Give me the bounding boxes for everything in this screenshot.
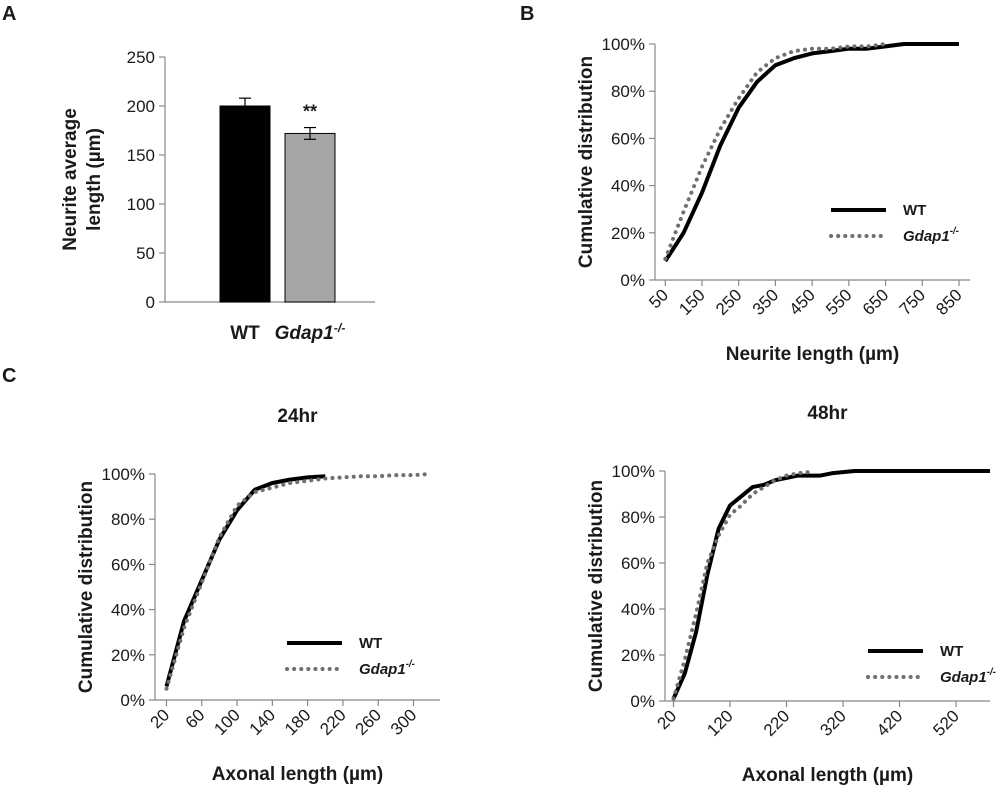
panel-b-y-tick-label: 60% bbox=[611, 129, 645, 148]
panel-c-24hr-x-axis-title: Axonal length (µm) bbox=[212, 764, 383, 785]
panel-a-bar-chart: 0 50 100 150 200 250 Neurite average length (µm… bbox=[60, 48, 375, 344]
panel-b-x-tick-label: 150 bbox=[675, 285, 708, 318]
panel-c-24hr-x-tick-label: 220 bbox=[316, 705, 349, 738]
panel-c-24hr-x-tick-label: 20 bbox=[146, 705, 173, 732]
panel-c-24hr-x-tick-label: 180 bbox=[281, 705, 314, 738]
panel-letter-c: C bbox=[2, 365, 16, 387]
bar-wt bbox=[219, 105, 271, 303]
category-label-wt: WT bbox=[230, 323, 260, 344]
panel-b-x-tick-label: 550 bbox=[822, 285, 855, 318]
panel-c-24hr-y-tick-label: 100% bbox=[102, 465, 145, 484]
panel-c-24hr-x-tick-label: 300 bbox=[387, 705, 420, 738]
panel-b-y-tick-label: 0% bbox=[620, 271, 645, 290]
panel-c-48hr-title: 48hr bbox=[807, 403, 848, 424]
panel-b-x-tick-label: 650 bbox=[859, 285, 892, 318]
category-label-gdap1: Gdap1-/- bbox=[275, 321, 346, 344]
panel-c-48hr-x-tick-label: 520 bbox=[929, 706, 962, 739]
panel-c-48hr-y-tick-label: 80% bbox=[621, 508, 655, 527]
panel-c-48hr-chart: 0% 20% 40% 60% 80% 100% 20 120 220 320 420 520 Axona… bbox=[586, 403, 996, 786]
panel-c-24hr-series-gdap1-line bbox=[164, 472, 434, 691]
panel-b-x-tick-label: 50 bbox=[645, 285, 672, 312]
panel-a-y-tick-label: 200 bbox=[127, 97, 155, 116]
panel-b-y-axis-title: Cumulative distribution bbox=[576, 56, 597, 268]
panel-c-24hr-x-tick-label: 100 bbox=[210, 705, 243, 738]
panel-b-cumulative-chart: 0% 20% 40% 60% 80% 100% 50 150 250 350 450 550 650 75… bbox=[576, 35, 970, 365]
panel-b-y-tick-label: 100% bbox=[602, 35, 645, 54]
panel-c-24hr-y-tick-label: 20% bbox=[111, 646, 145, 665]
panel-c-24hr-y-tick-label: 80% bbox=[111, 510, 145, 529]
panel-c-48hr-series-wt-line bbox=[671, 469, 990, 700]
panel-b-y-tick-label: 80% bbox=[611, 82, 645, 101]
panel-letter-b: B bbox=[520, 3, 534, 25]
panel-b-x-tick-label: 850 bbox=[932, 285, 965, 318]
panel-c-24hr-y-tick-label: 40% bbox=[111, 601, 145, 620]
panel-c-24hr-chart: 0% 20% 40% 60% 80% 100% 20 60 100 140 180 220 260 300… bbox=[76, 406, 440, 785]
panel-c-24hr-series-wt-line bbox=[164, 474, 326, 687]
panel-c-48hr-y-tick-label: 60% bbox=[621, 554, 655, 573]
panel-a-y-tick-label: 150 bbox=[127, 146, 155, 165]
panel-a-y-axis-title: Neurite average length (µm) bbox=[60, 108, 105, 251]
panel-c-24hr-x-tick-label: 60 bbox=[182, 705, 209, 732]
panel-b-x-axis-title: Neurite length (µm) bbox=[726, 344, 900, 365]
panel-a-y-tick-label: 100 bbox=[127, 195, 155, 214]
panel-b-y-tick-label: 20% bbox=[611, 224, 645, 243]
panel-c-48hr-y-tick-label: 100% bbox=[612, 462, 655, 481]
panel-c-48hr-series-gdap1-line bbox=[671, 470, 812, 701]
panel-b-series-wt-line bbox=[663, 42, 959, 263]
panel-c-24hr-legend-label-gdap1: Gdap1-/- bbox=[359, 659, 415, 678]
panel-b-x-tick-label: 250 bbox=[712, 285, 745, 318]
significance-annotation: ** bbox=[303, 102, 317, 122]
panel-c-48hr-x-tick-label: 120 bbox=[703, 706, 736, 739]
panel-c-24hr-title: 24hr bbox=[277, 406, 318, 427]
panel-a-y-tick-label: 50 bbox=[136, 244, 155, 263]
panel-c-48hr-y-tick-label: 0% bbox=[630, 692, 655, 711]
panel-c-48hr-x-tick-label: 420 bbox=[873, 706, 906, 739]
panel-c-48hr-legend-label-gdap1: Gdap1-/- bbox=[940, 667, 996, 686]
panel-c-48hr-x-tick-label: 20 bbox=[653, 706, 680, 733]
panel-letter-a: A bbox=[2, 3, 16, 25]
panel-c-24hr-x-tick-label: 140 bbox=[246, 705, 279, 738]
panel-c-48hr-y-tick-label: 40% bbox=[621, 600, 655, 619]
panel-c-48hr-x-tick-label: 220 bbox=[760, 706, 793, 739]
panel-c-48hr-y-tick-label: 20% bbox=[621, 646, 655, 665]
bar-gdap1 bbox=[284, 132, 336, 303]
panel-c-48hr-x-axis-title: Axonal length (µm) bbox=[742, 765, 913, 786]
panel-c-48hr-x-tick-label: 320 bbox=[816, 706, 849, 739]
panel-b-x-tick-label: 450 bbox=[785, 285, 818, 318]
panel-c-48hr-y-axis-title: Cumulative distribution bbox=[586, 480, 607, 692]
panel-b-legend-label-gdap1: Gdap1-/- bbox=[903, 226, 959, 245]
panel-b-x-tick-label: 350 bbox=[749, 285, 782, 318]
panel-c-24hr-y-axis-title: Cumulative distribution bbox=[76, 481, 97, 693]
panel-b-y-tick-label: 40% bbox=[611, 177, 645, 196]
panel-b-x-tick-label: 750 bbox=[896, 285, 929, 318]
panel-c-24hr-legend-label-wt: WT bbox=[359, 635, 382, 652]
panel-b-series-gdap1-line bbox=[663, 42, 888, 261]
panel-c-24hr-y-tick-label: 60% bbox=[111, 555, 145, 574]
panel-c-24hr-y-tick-label: 0% bbox=[120, 691, 145, 710]
panel-a-y-tick-label: 0 bbox=[146, 293, 155, 312]
panel-c-48hr-legend-label-wt: WT bbox=[940, 643, 963, 660]
panel-a-y-tick-label: 250 bbox=[127, 48, 155, 67]
panel-b-legend-label-wt: WT bbox=[903, 202, 926, 219]
panel-c-24hr-x-tick-label: 260 bbox=[352, 705, 385, 738]
